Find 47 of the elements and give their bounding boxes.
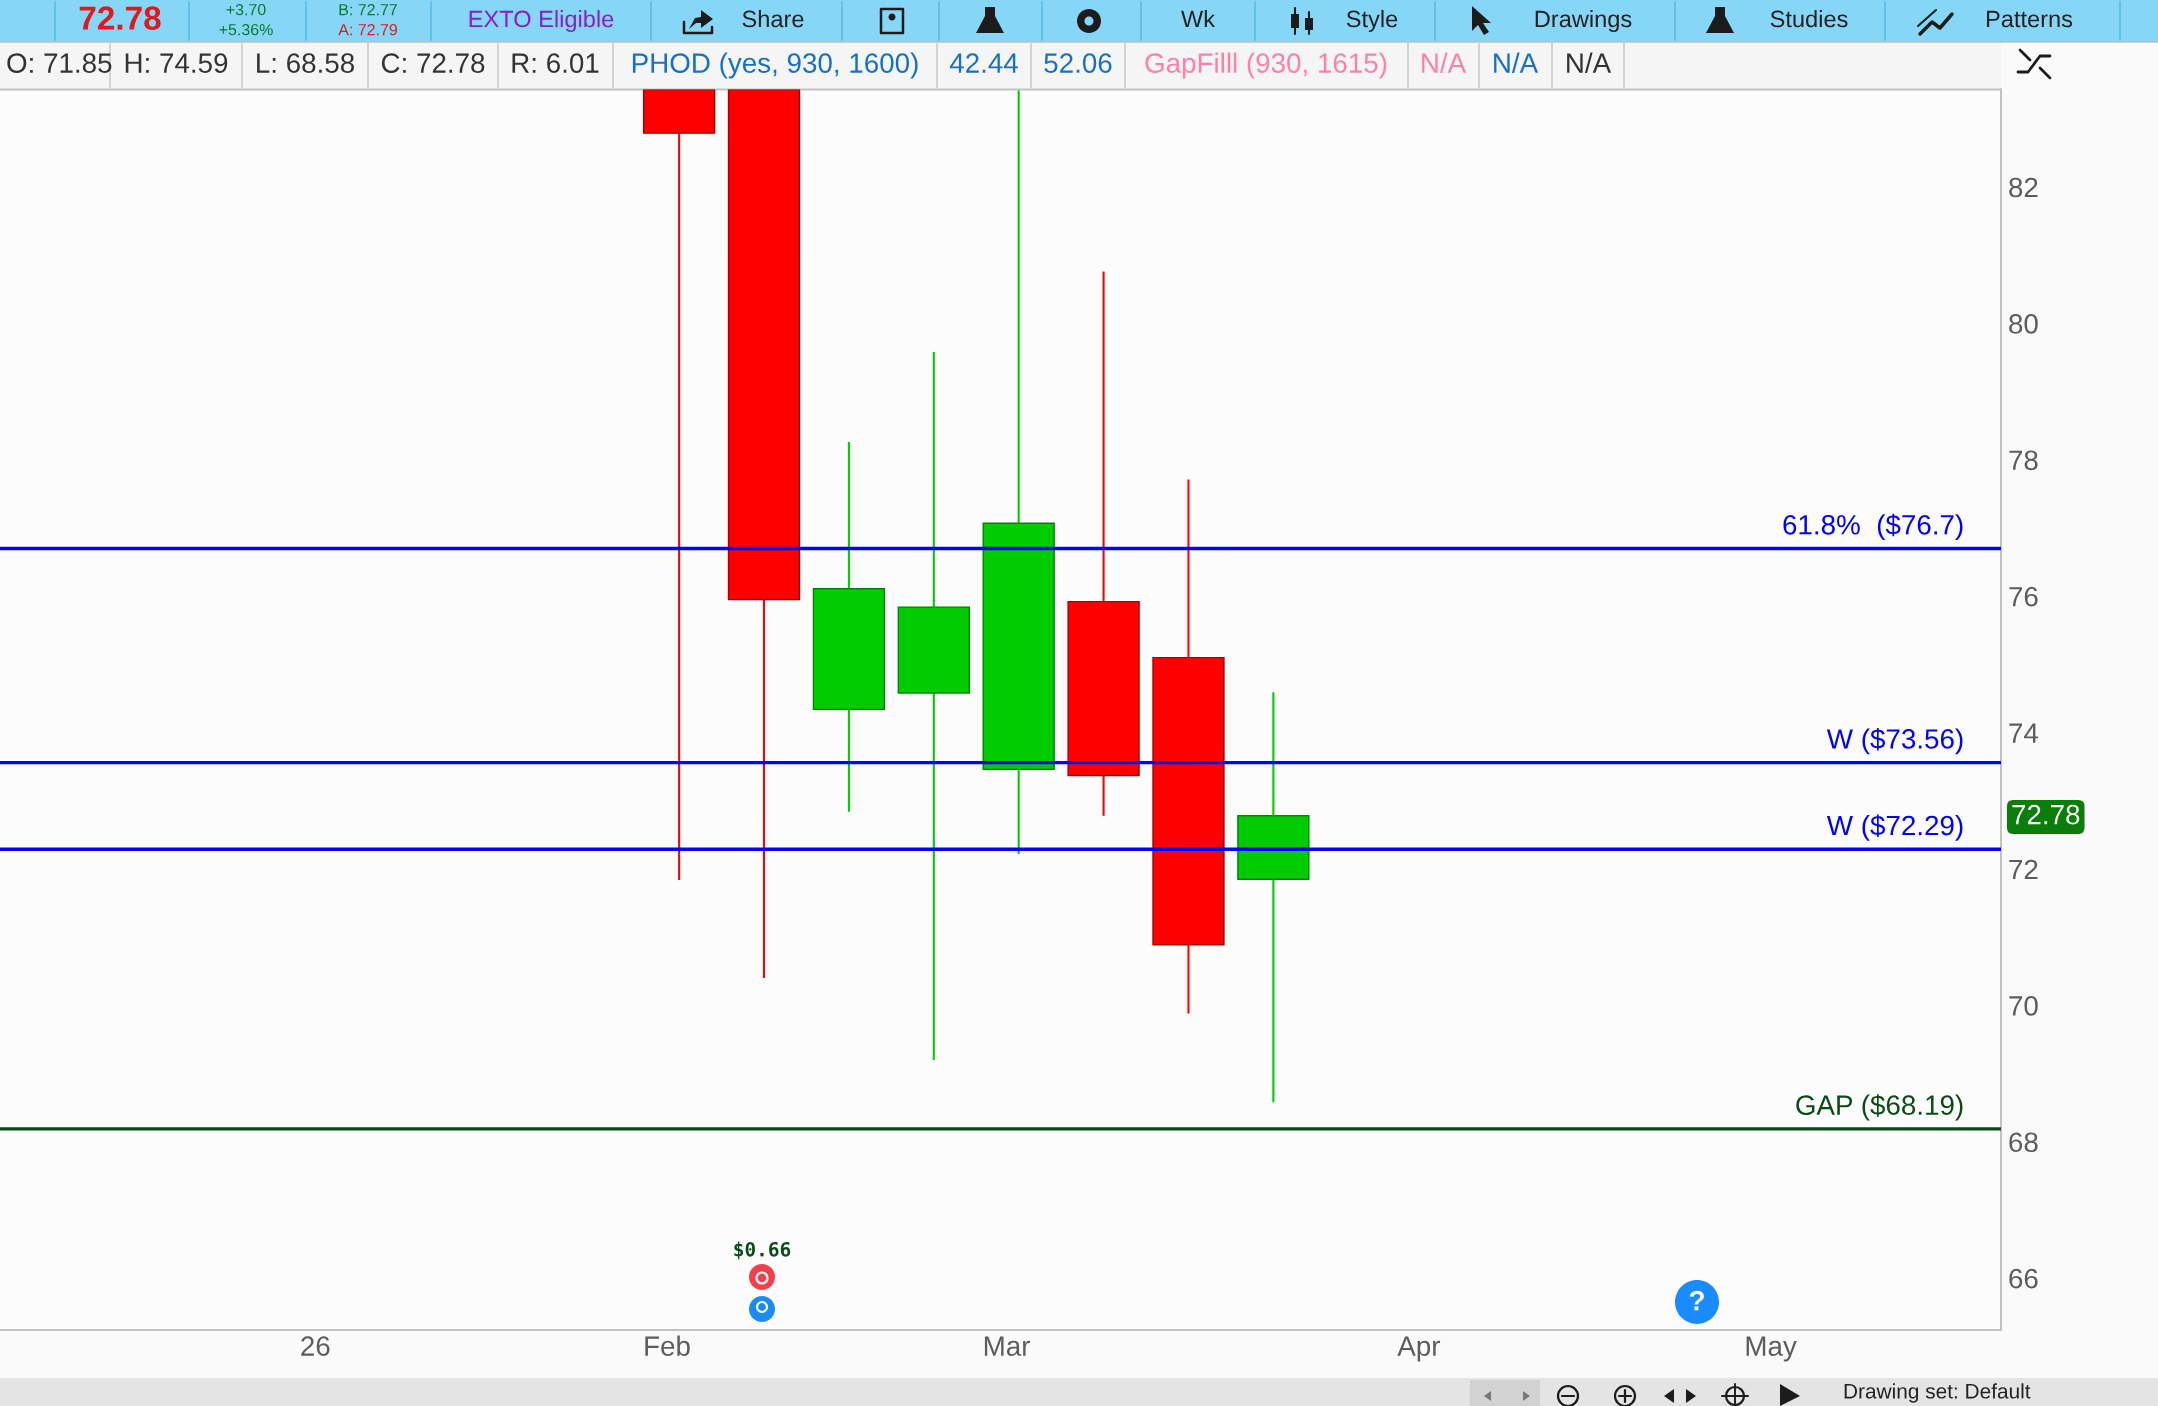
text: O: 71.85 — [7, 53, 112, 73]
annotation: ? — [1689, 1290, 1704, 1311]
text: Style — [1346, 10, 1398, 32]
text: N/A — [1494, 52, 1539, 73]
x-tick-label: Mar — [984, 1336, 1031, 1356]
y-tick-label: 76 — [2009, 586, 2038, 607]
x-tick-label: Apr — [1397, 1336, 1441, 1362]
text: +5.36% — [219, 23, 273, 36]
y-tick-label: 74 — [2009, 723, 2039, 743]
text: 72.78 — [79, 6, 161, 30]
text: N/A — [1422, 52, 1467, 73]
ref-line-label: W ($73.56) — [1826, 727, 1963, 755]
x-tick-label: 26 — [301, 1336, 330, 1356]
text: Drawing set: Default — [1844, 1383, 2031, 1403]
text: Share — [742, 10, 804, 28]
text: EXTO Eligible — [469, 10, 614, 32]
text: Studies — [1770, 10, 1848, 28]
text: H: 74.59 — [125, 53, 228, 73]
text: B: 72.77 — [339, 3, 397, 16]
text: L: 68.58 — [257, 53, 354, 73]
y-tick-label: 72 — [2009, 859, 2038, 880]
text: PHOD (yes, 930, 1600) — [632, 52, 918, 79]
text: N/A — [1567, 52, 1612, 73]
text: C: 72.78 — [381, 53, 485, 73]
y-tick-label: 68 — [2009, 1132, 2038, 1153]
text: 42.44 — [949, 53, 1018, 73]
y-tick-label: 66 — [2009, 1268, 2038, 1289]
x-tick-label: Feb — [645, 1335, 690, 1356]
text: 52.06 — [1044, 53, 1112, 73]
text: R: 6.01 — [512, 53, 599, 73]
text: Patterns — [1986, 10, 2073, 28]
text: 72.78 — [2012, 804, 2080, 825]
y-tick-label: 80 — [2009, 314, 2038, 334]
ref-line-label: W ($72.29) — [1826, 814, 1963, 841]
text: GapFilll (930, 1615) — [1145, 52, 1387, 79]
candlestick — [642, 89, 716, 881]
x-tick-label: May — [1746, 1336, 1797, 1362]
text: A: 72.79 — [338, 23, 397, 36]
y-tick-label: 78 — [2009, 450, 2038, 471]
text: Wk — [1181, 10, 1216, 28]
y-tick-label: 82 — [2009, 177, 2038, 198]
ref-line-label: GAP ($68.19) — [1796, 1094, 1963, 1121]
annotation: $0.66 — [734, 1241, 791, 1260]
text: Drawings — [1535, 10, 1632, 32]
ref-line-label: 61.8% ($76.7) — [1783, 513, 1963, 541]
text: +3.70 — [226, 3, 266, 16]
y-tick-label: 70 — [2009, 996, 2038, 1016]
